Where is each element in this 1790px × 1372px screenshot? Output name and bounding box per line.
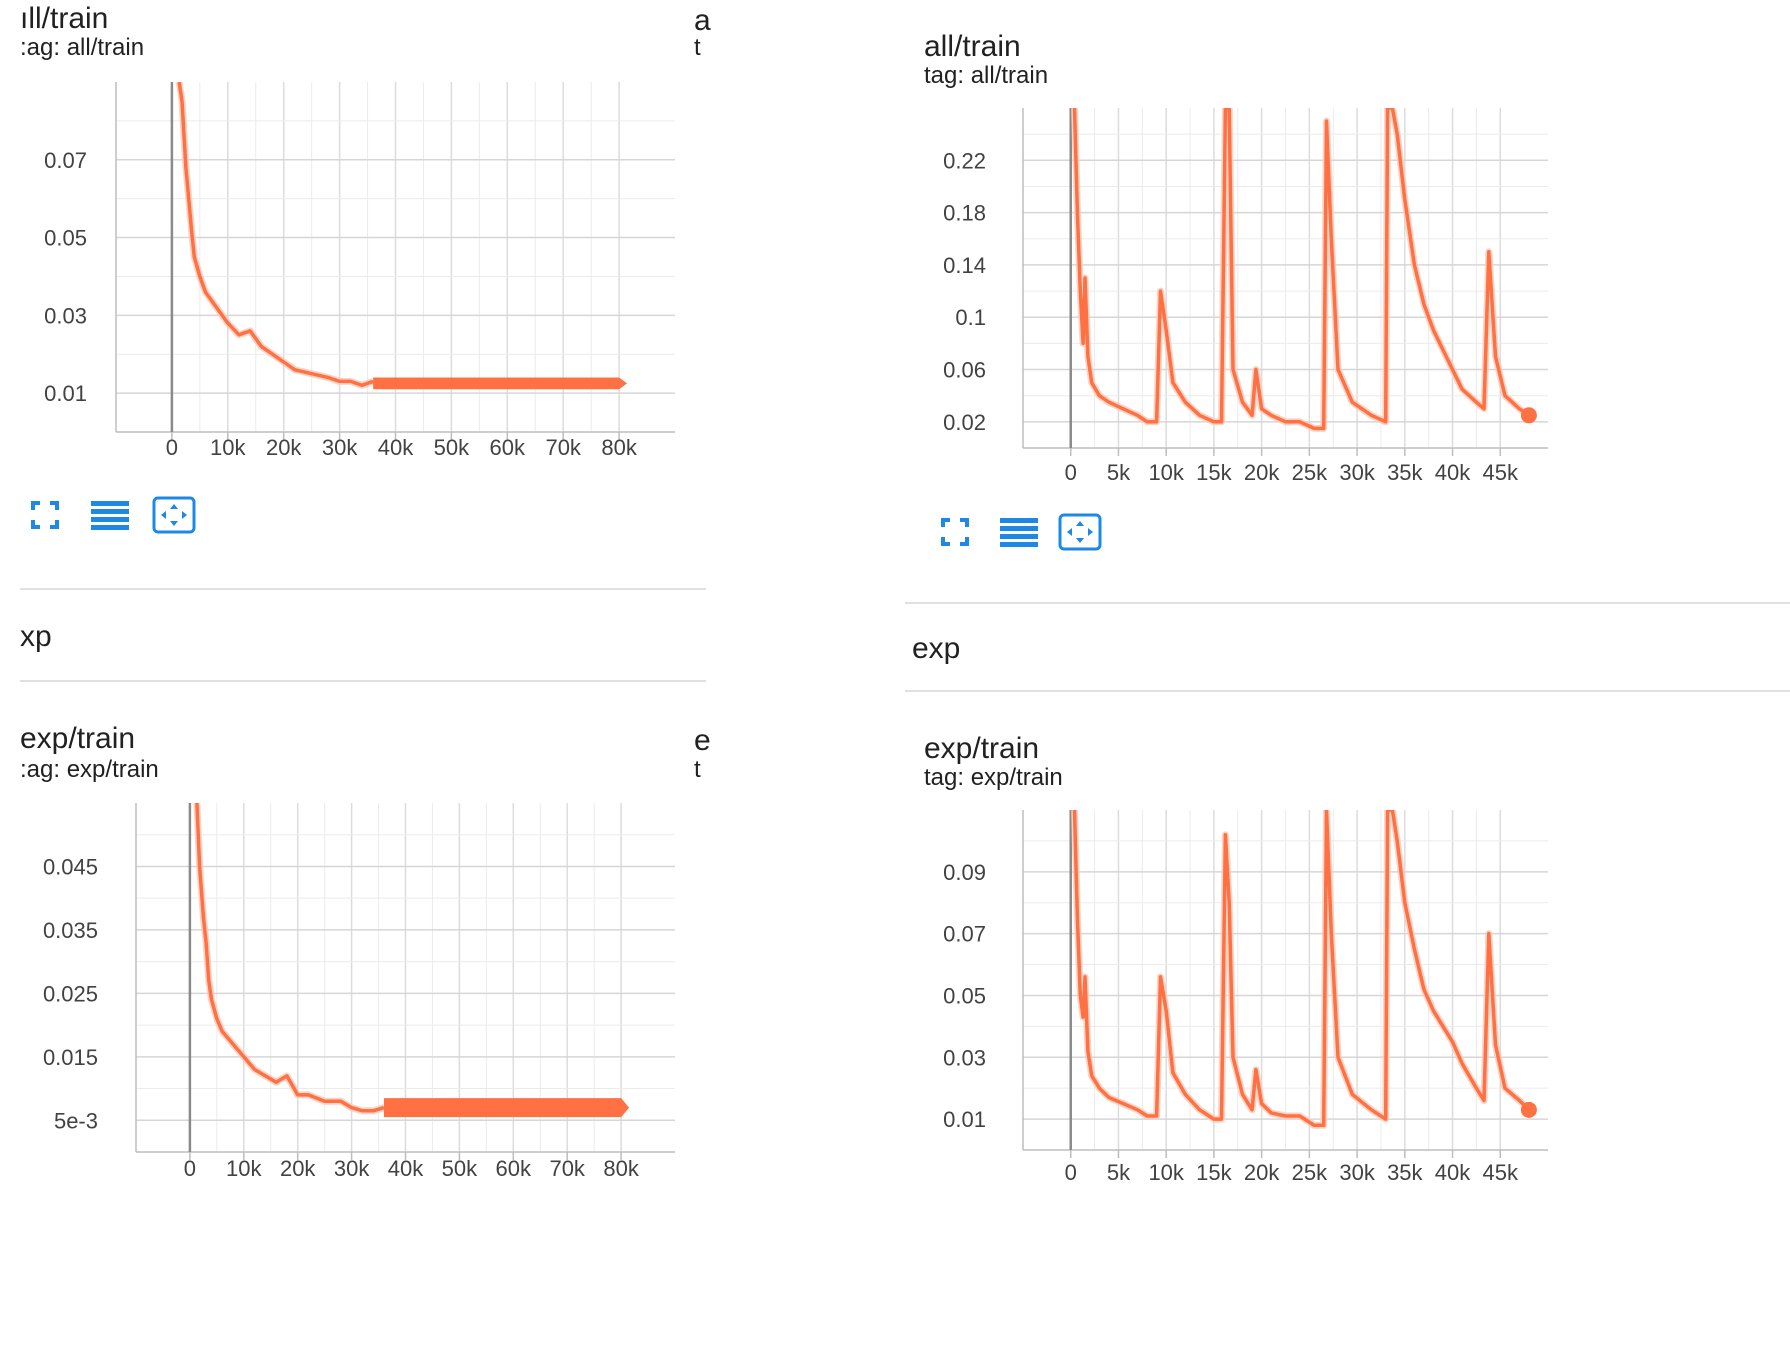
x-tick-label: 70k bbox=[549, 1156, 585, 1181]
x-tick-label: 45k bbox=[1483, 460, 1519, 485]
section-heading-exp: exp bbox=[912, 632, 961, 665]
x-tick-label: 25k bbox=[1292, 460, 1328, 485]
divider bbox=[905, 690, 1790, 692]
x-tick-label: 10k bbox=[210, 435, 246, 460]
y-tick-label: 0.035 bbox=[43, 918, 98, 943]
divider bbox=[905, 602, 1790, 604]
card-title: all/train bbox=[924, 30, 1021, 63]
plot-area bbox=[1071, 108, 1537, 432]
y-tick-label: 0.1 bbox=[955, 305, 986, 330]
x-tick-label: 30k bbox=[1339, 460, 1375, 485]
series-line-smoothed bbox=[1072, 810, 1531, 1128]
y-tick-label: 0.02 bbox=[943, 410, 986, 435]
card-tag: :ag: all/train bbox=[20, 34, 145, 61]
x-tick-label: 10k bbox=[1148, 460, 1184, 485]
x-tick-label: 10k bbox=[1148, 1160, 1184, 1185]
y-tick-label: 5e-3 bbox=[54, 1108, 98, 1133]
chart-exp-train-left[interactable]: 0 10k 20k 30k 40k 50k 60k 70k 80k 5e-3 0.015 0.025 0… bbox=[0, 0, 700, 1372]
x-tick-label: 0 bbox=[1065, 1160, 1077, 1185]
fit-domain-icon[interactable] bbox=[152, 496, 196, 539]
plot-area bbox=[175, 82, 628, 390]
card-tag: tag: exp/train bbox=[924, 764, 1063, 791]
card-tag: tag: all/train bbox=[924, 62, 1049, 89]
card-title: ıll/train bbox=[20, 2, 109, 35]
x-tick-label: 60k bbox=[496, 1156, 532, 1181]
divider bbox=[20, 680, 706, 682]
section-heading-exp: xp bbox=[20, 620, 52, 653]
fullscreen-icon[interactable] bbox=[30, 500, 60, 535]
x-tick-label: 60k bbox=[490, 435, 526, 460]
plot-area bbox=[193, 803, 630, 1118]
x-tick-label: 30k bbox=[1339, 1160, 1375, 1185]
series-line-smoothed bbox=[1072, 108, 1530, 431]
next-card-tag-cropped: t bbox=[694, 34, 701, 61]
x-tick-label: 50k bbox=[434, 435, 470, 460]
x-tick-label: 0 bbox=[184, 1156, 196, 1181]
list-icon[interactable] bbox=[91, 500, 129, 535]
next-card-title-cropped: a bbox=[694, 4, 711, 37]
series-line-smoothed bbox=[195, 803, 385, 1113]
x-tick-label: 40k bbox=[388, 1156, 424, 1181]
series-line-smoothed bbox=[177, 82, 374, 388]
card-title: exp/train bbox=[924, 732, 1040, 765]
chart-all-train-right[interactable]: 0 5k 10k 15k 20k 25k 30k 35k 40k 45k 0.02 0.06 0.1 0.… bbox=[0, 0, 1790, 520]
y-tick-label: 0.025 bbox=[43, 981, 98, 1006]
x-tick-label: 5k bbox=[1107, 460, 1131, 485]
y-tick-label: 0.07 bbox=[943, 922, 986, 947]
x-tick-label: 0 bbox=[166, 435, 178, 460]
fullscreen-icon[interactable] bbox=[940, 517, 970, 552]
x-tick-label: 50k bbox=[442, 1156, 478, 1181]
x-tick-label: 20k bbox=[1244, 1160, 1280, 1185]
card-title: exp/train bbox=[20, 722, 136, 755]
y-tick-label: 0.03 bbox=[44, 303, 87, 328]
fit-domain-icon[interactable] bbox=[1058, 513, 1102, 556]
x-tick-label: 10k bbox=[226, 1156, 262, 1181]
x-tick-label: 15k bbox=[1196, 1160, 1232, 1185]
x-tick-label: 20k bbox=[280, 1156, 316, 1181]
x-tick-label: 20k bbox=[266, 435, 302, 460]
x-tick-label: 80k bbox=[603, 1156, 639, 1181]
next-card-title-cropped: e bbox=[694, 724, 711, 757]
chart-all-train-left[interactable]: 0 10k 20k 30k 40k 50k 60k 70k 80k 0.01 0.03 0.05 0.0… bbox=[0, 0, 700, 490]
divider bbox=[20, 588, 706, 590]
x-tick-label: 30k bbox=[322, 435, 358, 460]
y-tick-label: 0.05 bbox=[44, 226, 87, 251]
series-band bbox=[373, 377, 628, 390]
y-tick-label: 0.06 bbox=[943, 358, 986, 383]
y-tick-label: 0.015 bbox=[43, 1045, 98, 1070]
x-tick-label: 35k bbox=[1387, 460, 1423, 485]
plot-area bbox=[1071, 810, 1537, 1129]
y-tick-label: 0.01 bbox=[943, 1107, 986, 1132]
x-tick-label: 80k bbox=[601, 435, 637, 460]
x-tick-label: 45k bbox=[1483, 1160, 1519, 1185]
card-tag: :ag: exp/train bbox=[20, 756, 159, 783]
y-tick-label: 0.045 bbox=[43, 854, 98, 879]
x-tick-label: 0 bbox=[1065, 460, 1077, 485]
list-icon[interactable] bbox=[1000, 517, 1038, 552]
x-tick-label: 40k bbox=[378, 435, 414, 460]
x-tick-label: 20k bbox=[1244, 460, 1280, 485]
x-tick-label: 40k bbox=[1435, 460, 1471, 485]
x-tick-label: 70k bbox=[545, 435, 581, 460]
x-tick-label: 35k bbox=[1387, 1160, 1423, 1185]
x-tick-label: 30k bbox=[334, 1156, 370, 1181]
series-band bbox=[383, 1098, 630, 1118]
y-tick-label: 0.18 bbox=[943, 201, 986, 226]
y-tick-label: 0.14 bbox=[943, 253, 986, 278]
next-card-tag-cropped: t bbox=[694, 756, 701, 783]
y-tick-label: 0.07 bbox=[44, 148, 87, 173]
last-point-marker bbox=[1520, 1101, 1537, 1118]
x-tick-label: 5k bbox=[1107, 1160, 1131, 1185]
x-tick-label: 40k bbox=[1435, 1160, 1471, 1185]
y-tick-label: 0.09 bbox=[943, 860, 986, 885]
y-tick-label: 0.22 bbox=[943, 148, 986, 173]
y-tick-label: 0.01 bbox=[44, 381, 87, 406]
x-tick-label: 15k bbox=[1196, 460, 1232, 485]
y-tick-label: 0.03 bbox=[943, 1045, 986, 1070]
last-point-marker bbox=[1520, 407, 1537, 424]
y-tick-label: 0.05 bbox=[943, 983, 986, 1008]
x-tick-label: 25k bbox=[1292, 1160, 1328, 1185]
